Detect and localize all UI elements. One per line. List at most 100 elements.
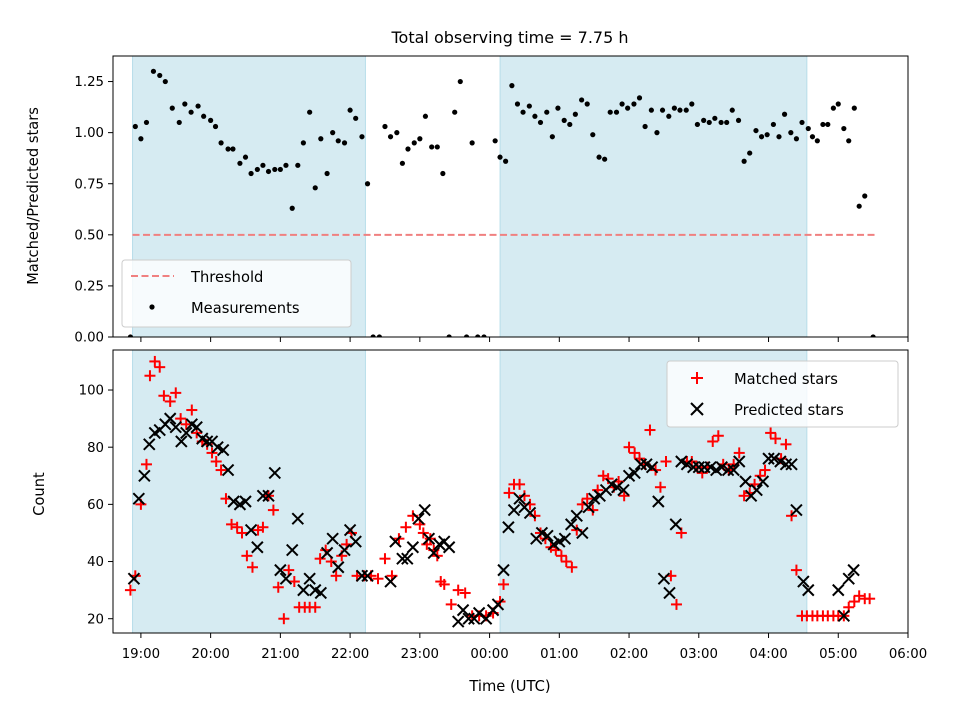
legend-predicted-label: Predicted stars [734,402,844,419]
measurement-point [475,334,481,337]
matched-star-point [518,490,530,502]
matched-star-point [438,578,450,590]
x-axis-label: Time (UTC) [468,678,550,695]
measurement-point [793,136,800,142]
matched-star-point [144,370,156,382]
matched-star-point [445,598,457,610]
x-tick-label: 05:00 [819,647,857,662]
measurement-point [347,107,353,113]
predicted-star-point [169,420,182,434]
matched-star-point [241,550,253,562]
measurement-point [870,334,876,337]
x-tick-label: 22:00 [331,647,369,662]
x-tick-label: 06:00 [889,647,927,662]
measurement-point [497,154,503,160]
predicted-star-point [274,563,287,577]
matched-star-point [283,564,295,576]
ratio-panel: 0.00 0.25 0.50 0.75 1.00 1.25 Total observing… [25,28,909,346]
measurement-point [382,123,388,130]
y-tick-label: 100 [79,384,104,399]
matched-star-point [272,581,284,593]
measurement-point [805,125,811,132]
matched-star-point [738,490,750,502]
measurement-point [758,134,765,140]
measurement-point [318,136,324,142]
matched-star-point [215,464,227,476]
measurement-point [452,109,458,115]
predicted-star-point [558,532,572,545]
measurement-point [169,105,175,111]
measurement-point [544,109,550,115]
predicted-star-point [645,460,659,474]
measurement-point [212,123,219,130]
ratio-panel-frame [112,55,909,338]
measurement-point [846,138,852,144]
predicted-star-point [384,575,397,588]
measurement-point [781,111,788,117]
measurement-point [503,158,509,164]
y-tick-label: 0.00 [74,331,104,346]
y-tick-label: 60 [87,498,104,513]
measurement-point [138,136,144,142]
y-tick-label: 1.25 [74,75,104,90]
predicted-star-point [256,489,270,502]
measurement-point [150,68,157,74]
predicted-star-point [669,518,682,531]
measurement-point [841,125,847,132]
predicted-star-point [138,469,151,482]
predicted-star-point [355,569,369,583]
measurement-point [225,146,231,152]
measurement-point [440,170,446,177]
matched-star-point [602,473,614,485]
predicted-star-point [268,466,281,480]
x-tick-label: 20:00 [191,647,229,662]
predicted-star-point [680,458,694,471]
measurement-point [825,121,831,128]
measurement-point [481,334,487,337]
measurement-point [532,113,538,119]
matched-star-point [853,590,865,602]
predicted-star-point [200,435,214,448]
measurement-point [265,168,272,175]
count-panel: 20 40 60 80 100 19:00 20:00 21:00 22:00 23:00 00:… [31,349,927,695]
measurement-point [555,105,561,111]
measurement-point [851,105,857,111]
predicted-star-point [832,583,845,597]
predicted-star-point [762,452,775,465]
predicted-star-point [502,521,515,534]
measurement-point [776,134,782,140]
predicted-star-point [663,586,676,600]
matched-star-point [210,455,222,467]
predicted-star-point [343,523,357,537]
matched-star-point [780,438,792,450]
measurement-point [457,78,463,85]
predicted-star-point [262,489,275,502]
predicted-star-point [297,583,310,597]
matched-star-point [581,493,593,505]
measurement-point [248,170,254,177]
measurement-point [237,160,243,166]
measurement-point [677,107,683,113]
y-tick-label: 1.00 [74,126,104,141]
measurement-point [526,103,532,109]
matched-star-point [566,561,578,573]
measurement-point [862,193,868,199]
measurement-point [289,205,295,211]
predicted-star-point [721,463,735,477]
measurement-point [572,111,578,117]
measurement-point [596,154,602,160]
measurement-point [312,185,318,191]
matched-star-point [629,447,641,459]
legend-predicted-swatch [690,402,704,416]
measurement-point [376,334,382,337]
ratio-y-ticks: 0.00 0.25 0.50 0.75 1.00 1.25 [74,75,113,346]
matched-star-point [246,561,258,573]
count-y-axis-label: Count [31,472,48,516]
predicted-star-point [756,475,770,488]
matched-star-point [288,576,300,588]
chart-title: Total observing time = 7.75 h [390,28,628,47]
measurement-point [567,121,573,128]
measurement-point [579,97,585,103]
measurement-point [788,130,794,136]
y-tick-label: 20 [87,612,104,627]
